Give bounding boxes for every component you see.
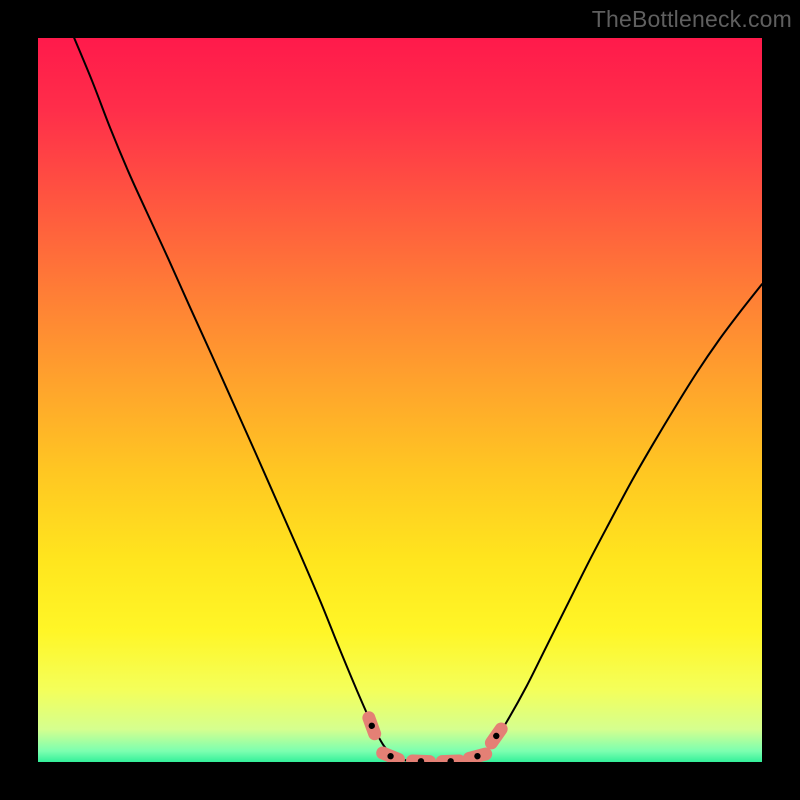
gradient-background [38, 38, 762, 762]
plot-area [38, 38, 762, 762]
chart-svg [38, 38, 762, 762]
chart-frame: TheBottleneck.com [0, 0, 800, 800]
watermark-text: TheBottleneck.com [592, 6, 792, 33]
